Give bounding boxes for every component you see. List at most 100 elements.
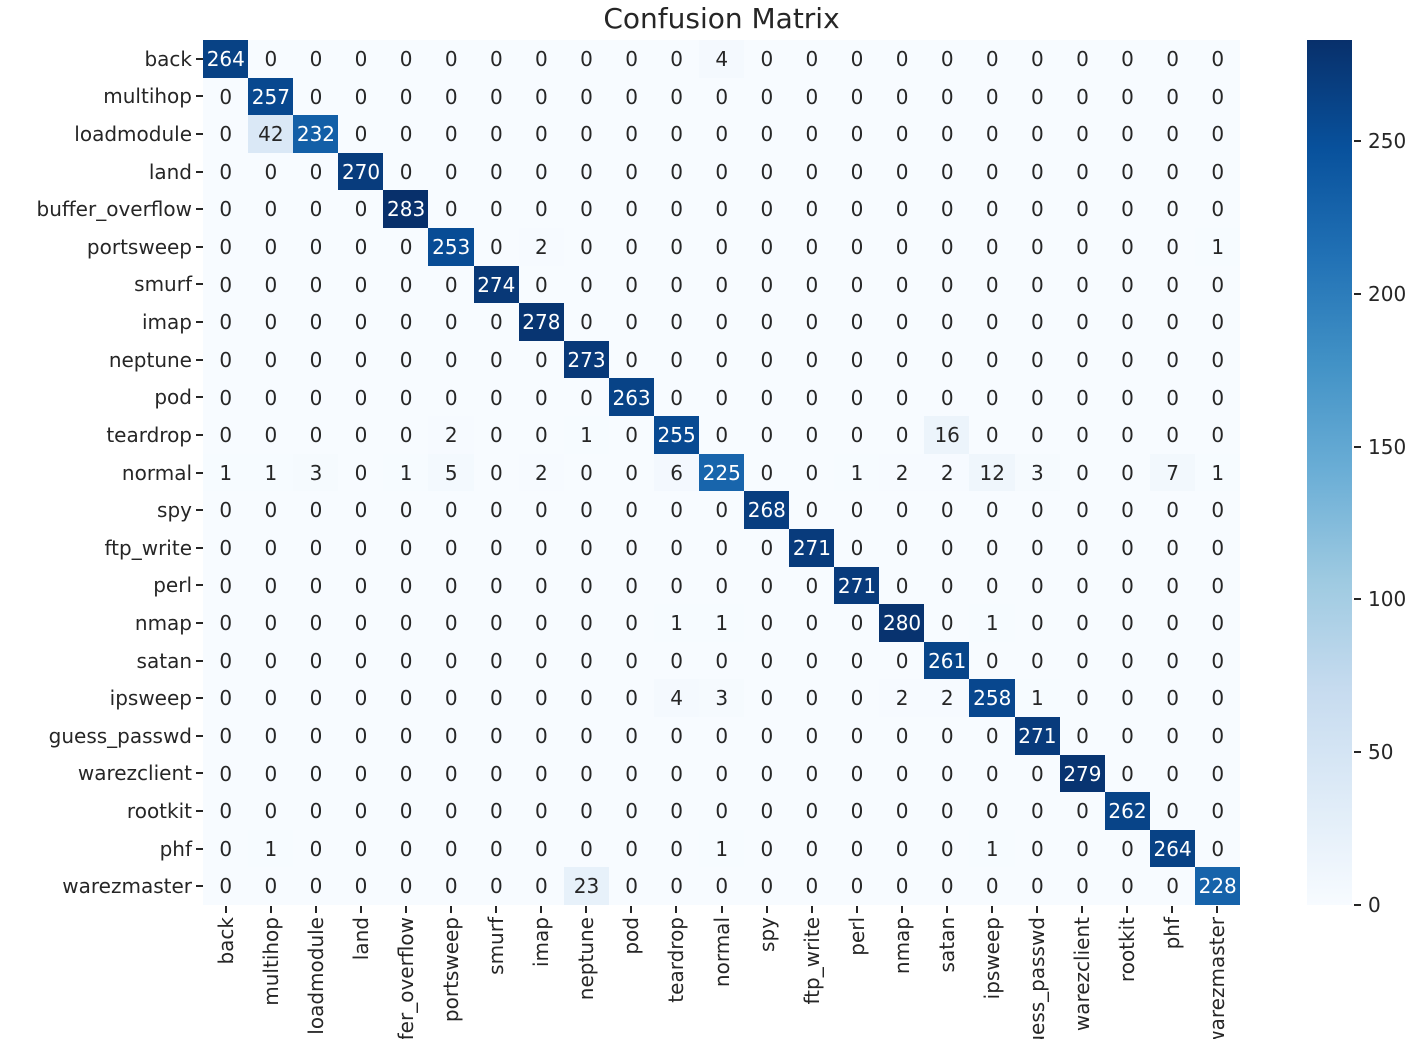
matrix-cell: 0	[924, 867, 970, 906]
colorbar	[1307, 40, 1352, 905]
y-tick-label: normal	[121, 460, 192, 485]
matrix-cell: 0	[473, 867, 520, 906]
matrix-cell: 0	[563, 792, 610, 831]
matrix-cell: 0	[879, 829, 925, 868]
matrix-cell: 274	[473, 265, 520, 304]
matrix-cell: 0	[608, 867, 655, 906]
matrix-cell: 0	[924, 40, 970, 79]
matrix-cell: 42	[248, 115, 294, 154]
matrix-cell: 279	[1059, 754, 1106, 793]
matrix-cell: 0	[608, 416, 655, 455]
matrix-cell: 0	[834, 867, 880, 906]
matrix-cell: 0	[428, 491, 474, 530]
matrix-cell: 0	[1059, 792, 1106, 831]
matrix-cell: 0	[203, 754, 249, 793]
matrix-cell: 0	[248, 867, 294, 906]
matrix-cell: 0	[428, 115, 474, 154]
matrix-cell: 0	[473, 566, 520, 605]
matrix-cell: 0	[1014, 491, 1061, 530]
y-tick-label: rootkit	[126, 798, 192, 823]
matrix-cell: 0	[789, 641, 835, 680]
matrix-cell: 0	[969, 152, 1016, 191]
matrix-cell: 258	[969, 679, 1016, 718]
y-tick-mark	[196, 584, 203, 587]
matrix-cell: 268	[744, 491, 790, 530]
matrix-cell: 0	[293, 679, 339, 718]
y-tick-mark	[196, 509, 203, 512]
matrix-cell: 0	[1104, 416, 1151, 455]
matrix-cell: 0	[383, 115, 429, 154]
matrix-cell: 0	[563, 152, 610, 191]
matrix-cell: 0	[203, 303, 249, 342]
matrix-cell: 0	[1059, 566, 1106, 605]
matrix-cell: 0	[293, 152, 339, 191]
matrix-cell: 0	[428, 40, 474, 79]
matrix-cell: 0	[518, 152, 565, 191]
matrix-cell: 0	[1194, 416, 1241, 455]
matrix-cell: 0	[248, 340, 294, 379]
x-tick-mark	[1126, 906, 1129, 913]
matrix-cell: 0	[563, 528, 610, 567]
x-tick-mark	[359, 906, 362, 913]
matrix-cell: 0	[969, 641, 1016, 680]
matrix-cell: 0	[879, 378, 925, 417]
matrix-cell: 0	[248, 152, 294, 191]
matrix-cell: 0	[879, 754, 925, 793]
matrix-cell: 0	[203, 867, 249, 906]
x-tick-mark	[1171, 906, 1174, 913]
matrix-cell: 0	[1149, 754, 1196, 793]
matrix-cell: 0	[1149, 115, 1196, 154]
y-tick-label: buffer_overflow	[36, 197, 192, 222]
x-tick-label: ipsweep	[980, 917, 1005, 1000]
matrix-cell: 0	[293, 40, 339, 79]
matrix-cell: 0	[518, 528, 565, 567]
matrix-cell: 0	[383, 265, 429, 304]
matrix-cell: 0	[789, 303, 835, 342]
matrix-cell: 12	[969, 453, 1016, 492]
matrix-cell: 1	[248, 829, 294, 868]
x-tick-mark	[765, 906, 768, 913]
matrix-cell: 0	[1104, 115, 1151, 154]
matrix-cell: 0	[383, 679, 429, 718]
matrix-cell: 0	[338, 604, 384, 643]
matrix-cell: 0	[969, 340, 1016, 379]
matrix-cell: 262	[1104, 792, 1151, 831]
matrix-cell: 0	[879, 190, 925, 229]
matrix-cell: 0	[1014, 604, 1061, 643]
colorbar-tick-label: 150	[1368, 434, 1407, 459]
matrix-cell: 0	[293, 303, 339, 342]
matrix-cell: 0	[203, 416, 249, 455]
matrix-cell: 0	[1059, 152, 1106, 191]
matrix-cell: 0	[428, 528, 474, 567]
matrix-cell: 1	[834, 453, 880, 492]
matrix-cell: 0	[1194, 77, 1241, 116]
matrix-cell: 0	[1014, 528, 1061, 567]
matrix-cell: 0	[698, 867, 745, 906]
matrix-cell: 0	[338, 115, 384, 154]
matrix-cell: 0	[473, 303, 520, 342]
x-tick-mark	[810, 906, 813, 913]
matrix-cell: 0	[338, 792, 384, 831]
matrix-cell: 7	[1149, 453, 1196, 492]
matrix-cell: 0	[879, 77, 925, 116]
matrix-cell: 0	[203, 77, 249, 116]
matrix-cell: 0	[608, 77, 655, 116]
matrix-cell: 0	[383, 792, 429, 831]
matrix-cell: 6	[653, 453, 700, 492]
matrix-cell: 0	[1104, 303, 1151, 342]
x-tick-label: nmap	[889, 917, 914, 975]
matrix-cell: 0	[1149, 641, 1196, 680]
y-tick-mark	[196, 396, 203, 399]
matrix-cell: 0	[698, 115, 745, 154]
matrix-cell: 0	[698, 416, 745, 455]
matrix-cell: 0	[248, 528, 294, 567]
matrix-cell: 0	[834, 829, 880, 868]
colorbar-tick-label: 100	[1368, 587, 1407, 612]
matrix-cell: 0	[1014, 792, 1061, 831]
matrix-cell: 0	[428, 190, 474, 229]
matrix-cell: 0	[1014, 228, 1061, 267]
matrix-cell: 0	[1194, 641, 1241, 680]
matrix-cell: 0	[1014, 378, 1061, 417]
matrix-cell: 0	[608, 40, 655, 79]
